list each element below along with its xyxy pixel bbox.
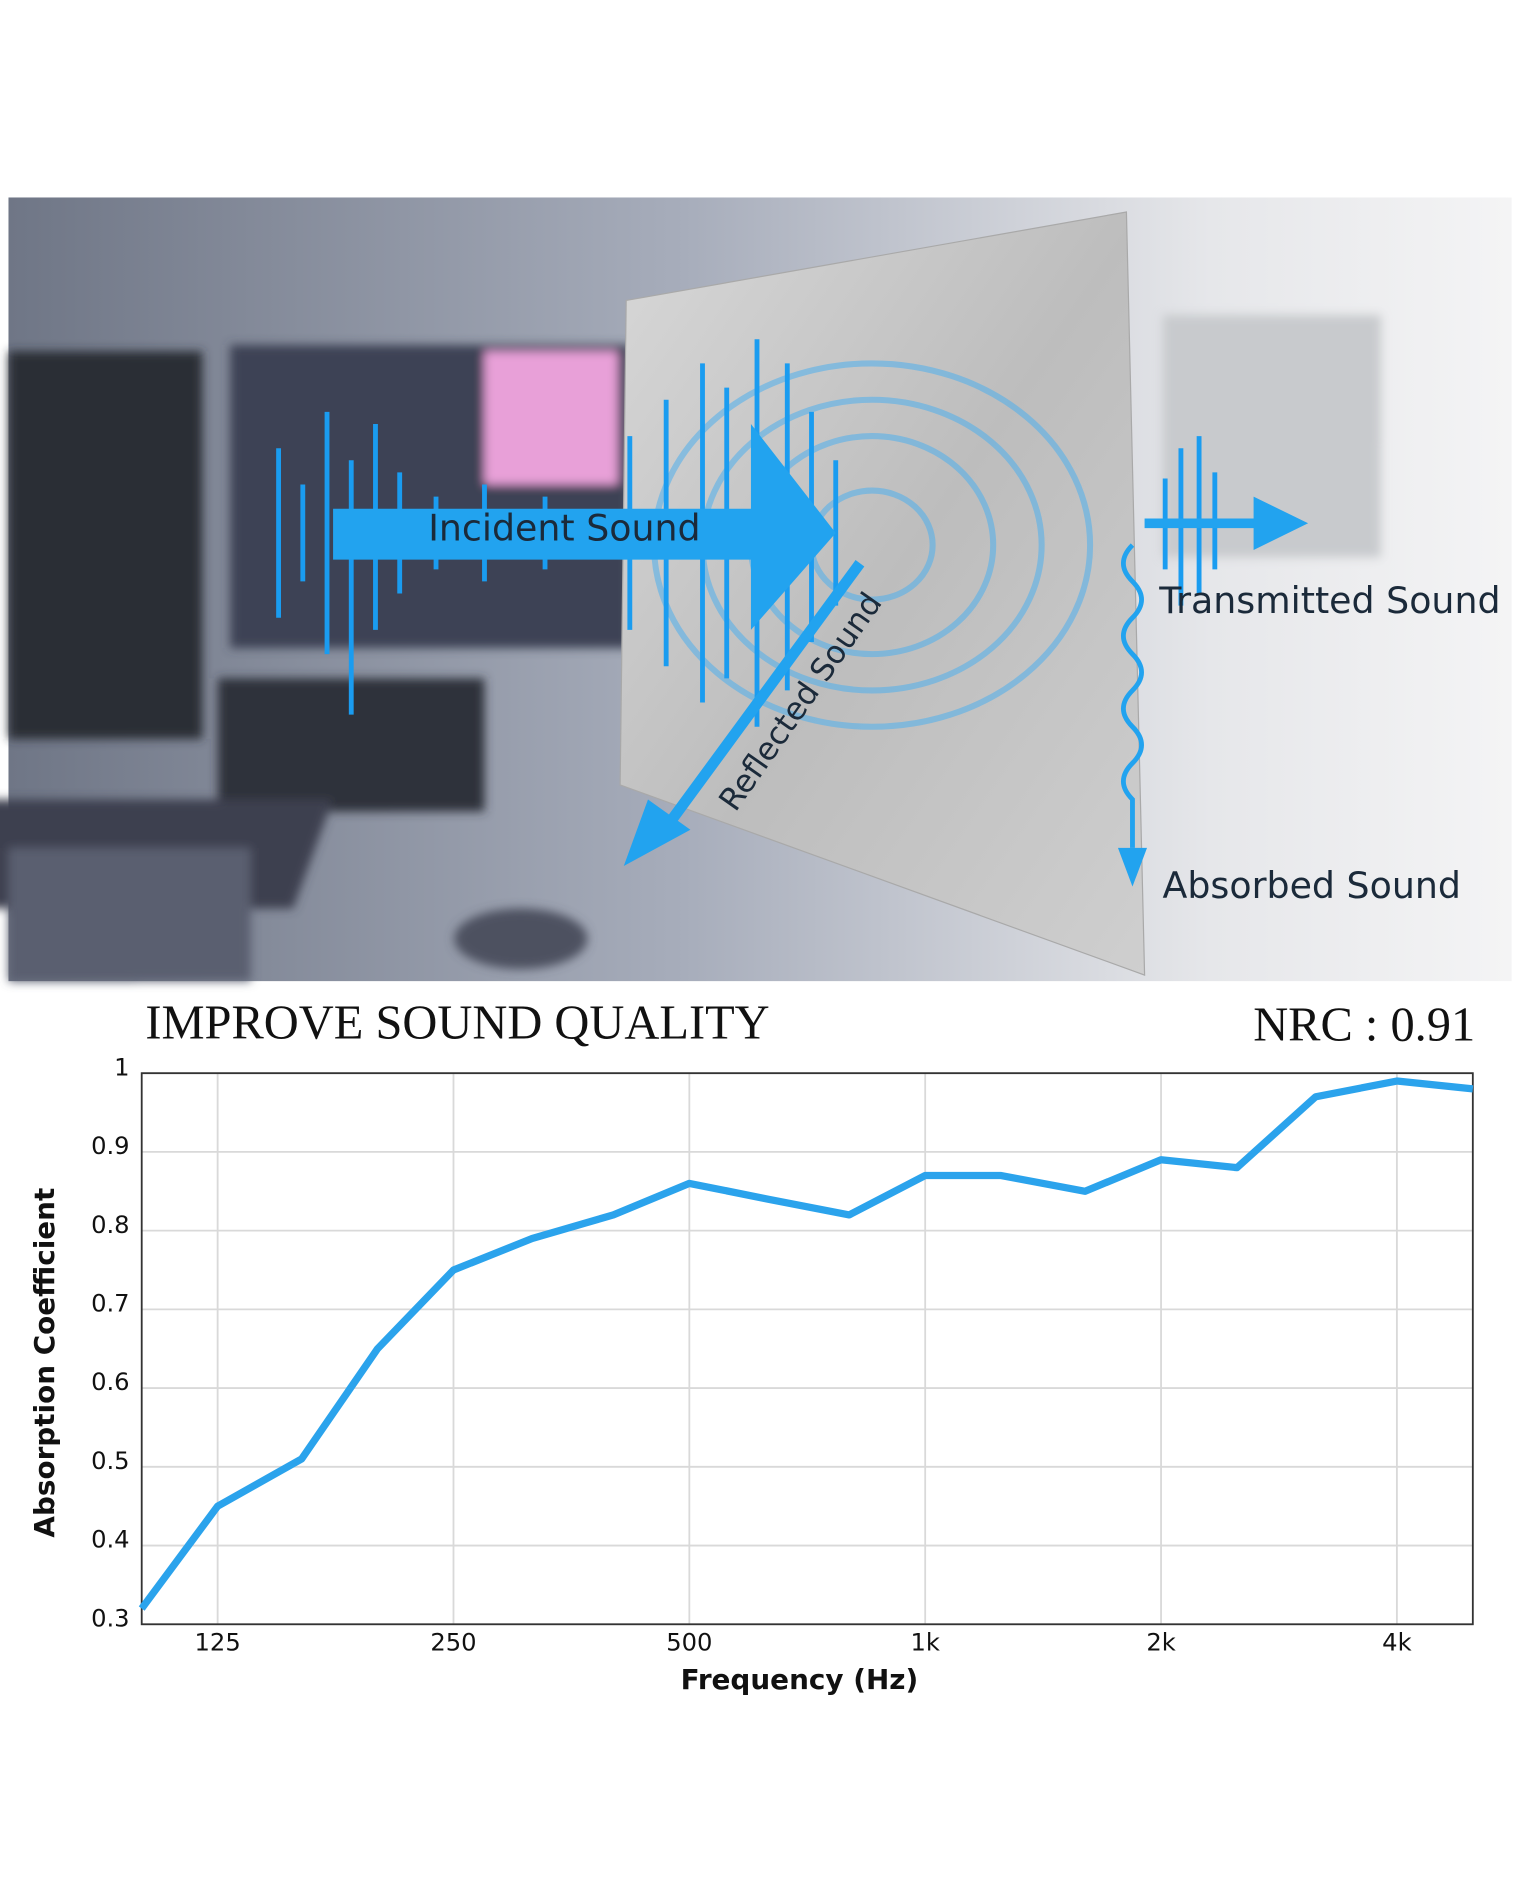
y-tick-label: 0.4 [91,1526,130,1554]
x-tick-label: 250 [430,1629,476,1657]
plot-frame [140,1072,1474,1626]
y-tick-label: 0.9 [91,1132,130,1160]
grid [141,1072,1473,1626]
y-tick-label: 0.6 [91,1368,130,1396]
y-axis-label: Absorption Coefficient [28,1188,61,1538]
x-axis-label: Frequency (Hz) [681,1663,919,1696]
studio-scene [0,314,1381,982]
transmitted-arrow [1144,496,1309,550]
y-tick-label: 0.3 [91,1604,130,1632]
data-line [138,1077,1474,1611]
chart-title: IMPROVE SOUND QUALITY [145,996,769,1049]
x-tick-label: 125 [195,1629,241,1657]
transmitted-label: Transmitted Sound [1158,579,1500,622]
y-tick-label: 0.7 [91,1290,130,1318]
reflected-arrow [623,560,865,867]
absorbed-arrow [1117,543,1148,887]
x-tick-label: 1k [910,1629,939,1657]
absorbed-label: Absorbed Sound [1163,864,1461,907]
illustration: Incident Sound Reflected Sound Transmitt… [0,197,1512,982]
y-tick-label: 1 [114,1053,129,1081]
chart: IMPROVE SOUND QUALITY NRC : 0.91 Frequen… [28,996,1475,1696]
x-tick-label: 2k [1146,1629,1175,1657]
incident-arrow [333,423,836,630]
x-tick-label: 500 [666,1629,712,1657]
y-tick-label: 0.8 [91,1211,130,1239]
x-tick-label: 4k [1382,1629,1411,1657]
incident-label: Incident Sound [428,507,700,550]
y-tick-label: 0.5 [91,1447,130,1475]
acoustic-panel [619,211,1146,976]
nrc-annotation: NRC : 0.91 [1253,999,1475,1052]
